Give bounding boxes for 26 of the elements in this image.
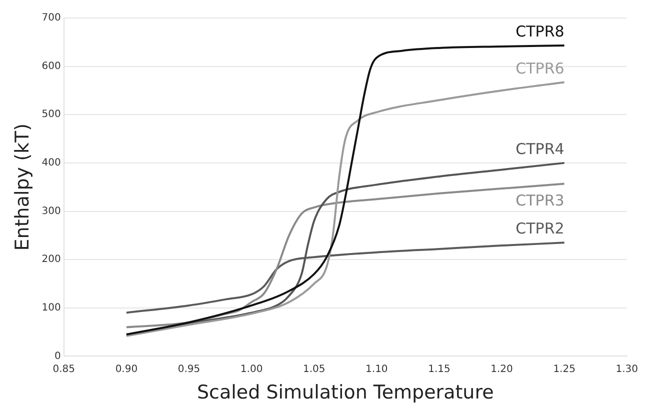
x-tick-label: 1.25 xyxy=(553,364,576,375)
x-tick-label: 1.20 xyxy=(490,364,513,375)
x-tick-label: 1.05 xyxy=(302,364,326,375)
y-tick-label: 500 xyxy=(42,109,61,120)
y-tick-label: 400 xyxy=(42,158,61,169)
y-tick-label: 200 xyxy=(42,254,61,266)
y-tick-label: 100 xyxy=(42,302,61,314)
x-tick-label: 1.00 xyxy=(240,364,263,375)
x-tick-label: 0.95 xyxy=(178,364,200,375)
x-tick-label: 1.15 xyxy=(428,364,450,375)
y-tick-label: 600 xyxy=(42,60,61,72)
x-axis-title: Scaled Simulation Temperature xyxy=(196,382,494,404)
y-tick-label: 300 xyxy=(42,206,61,217)
series-label: CTPR8 xyxy=(516,22,564,41)
series-label: CTPR3 xyxy=(516,192,564,210)
y-tick-label: 700 xyxy=(42,12,61,24)
x-tick-label: 1.10 xyxy=(366,364,388,375)
x-tick-label: 0.85 xyxy=(52,364,76,375)
y-axis-title: Enthalpy (kT) xyxy=(11,123,34,251)
series-label: CTPR2 xyxy=(516,220,564,238)
y-tick-label: 0 xyxy=(54,350,61,362)
line-series xyxy=(125,182,566,328)
x-tick-label: 1.30 xyxy=(616,364,638,375)
x-tick-label: 0.90 xyxy=(115,364,138,375)
series-label: CTPR6 xyxy=(516,59,564,78)
series-label: CTPR4 xyxy=(516,140,564,158)
